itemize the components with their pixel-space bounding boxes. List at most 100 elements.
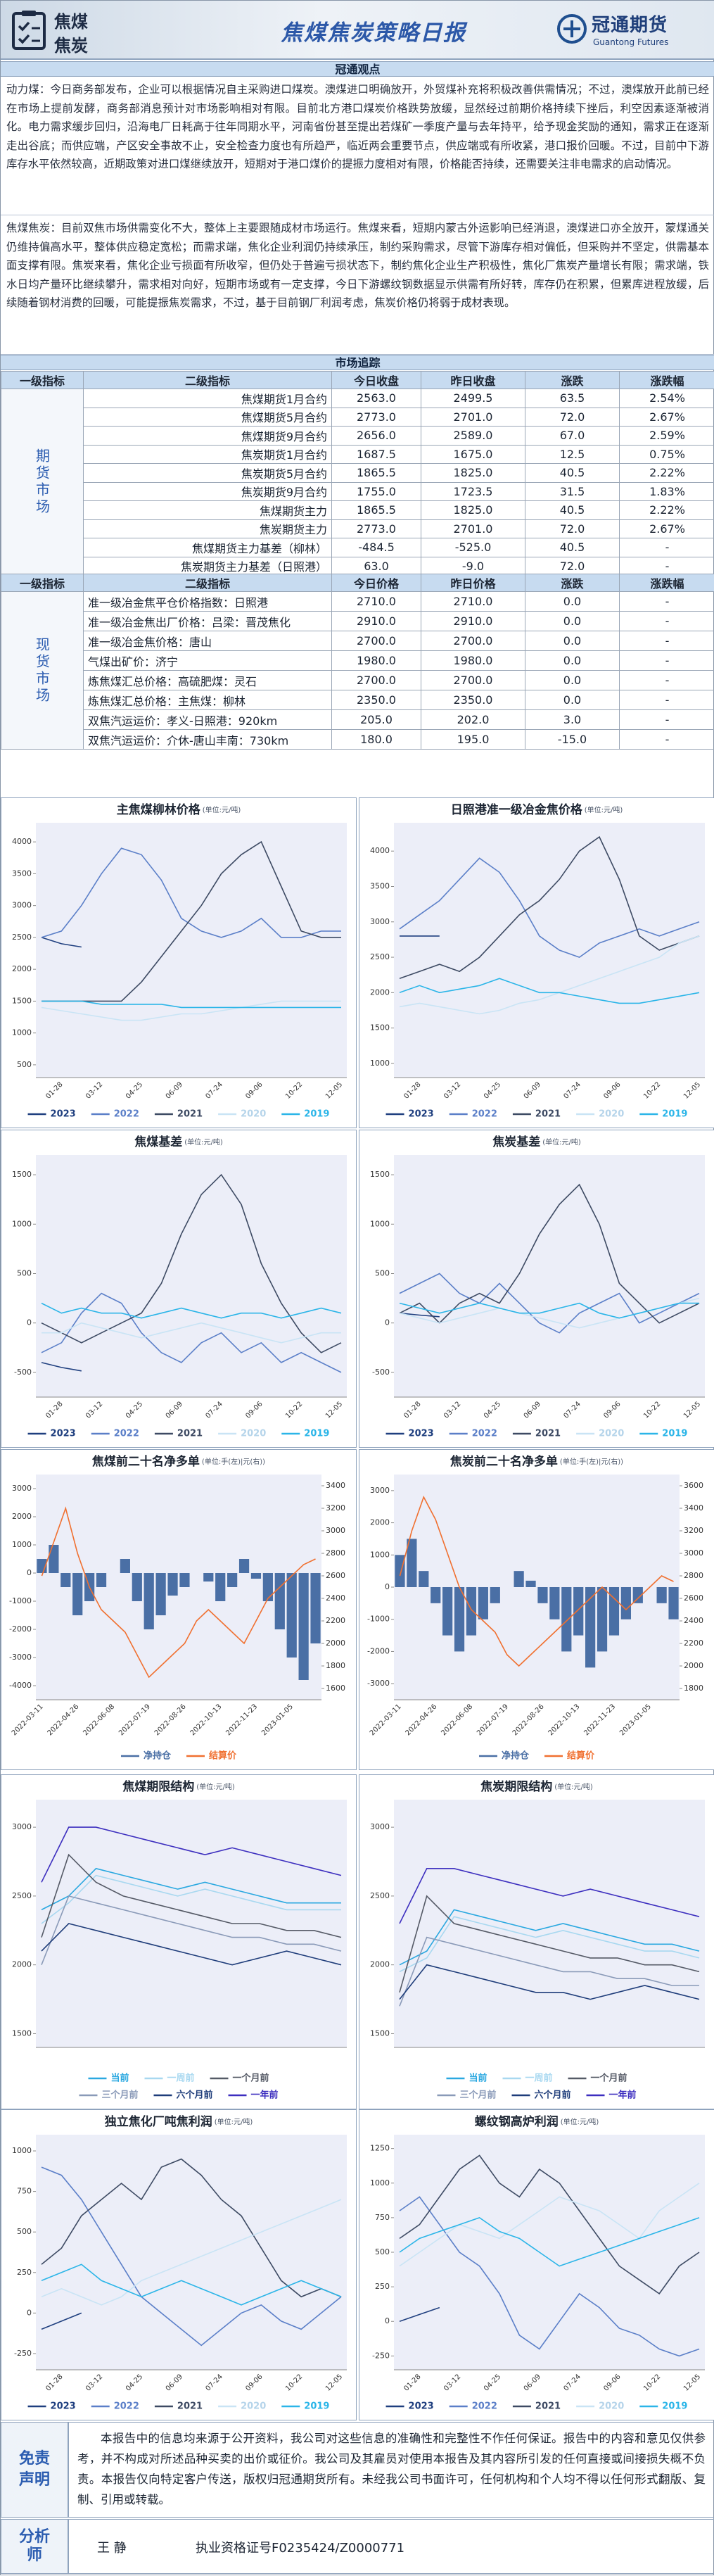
y-tick-label: -500 [372,1368,390,1377]
indicator-name: 准一级冶金焦平仓价格指数：日照港 [84,592,332,612]
y2-tick-label: 2400 [326,1593,345,1603]
y2-tick-label: 2000 [684,1661,703,1670]
y-tick-label: 250 [17,2268,32,2277]
chart-title: 日照港准一级冶金焦价格(单位:元/吨) [451,802,623,817]
y-tick-label: 2000 [370,987,390,997]
series-line [42,1323,341,1343]
x-tick-label: 10-22 [284,2373,304,2392]
x-tick-label: 01-28 [44,2373,64,2392]
legend-label: 2023 [51,2401,76,2412]
legend-label: 2022 [114,1429,139,1439]
value-cell: 195.0 [421,730,525,750]
value-cell: 1723.5 [421,482,525,501]
analyst-label-box: 分析师 [1,2519,68,2574]
legend-label: 2023 [51,1109,76,1120]
value-cell: 0.0 [525,592,620,612]
x-tick-label: 03-12 [442,1080,462,1100]
analyst-license: 执业资格证号F0235424/Z0000771 [196,2538,404,2556]
y-tick-label: 2500 [12,1891,32,1900]
column-header: 一级指标 [1,574,84,592]
title-unit: (单位:元/吨) [184,1137,223,1147]
indicator-name: 焦煤期货9月合约 [84,427,332,446]
value-cell: 40.5 [525,538,620,557]
x-tick-label: 04-25 [125,1400,144,1420]
bar [144,1573,154,1629]
chart-title: 焦炭期限结构(单位:元/吨) [480,1779,593,1794]
bar [549,1587,559,1620]
value-cell: 2700.0 [421,671,525,690]
series-line [42,1827,341,1882]
legend-label: 2023 [409,2401,434,2412]
series-line [400,858,699,957]
y-tick-label: 3000 [370,917,390,926]
x-tick-label: 2022-10-13 [547,1703,582,1737]
x-tick-label: 03-12 [84,1400,104,1420]
y-tick-label: 3500 [370,882,390,891]
value-cell: 2.67% [620,519,714,538]
bar [633,1587,643,1603]
legend-label: 一年前 [251,2090,279,2101]
y-tick-label: 1000 [370,2178,390,2187]
chart-frame [1,1130,357,1448]
column-header: 二级指标 [84,574,332,592]
value-cell: 2773.0 [332,519,421,538]
legend: 当前一周前一个月前 [88,2073,269,2084]
value-cell: - [620,612,714,631]
series-line [400,1965,699,2000]
y2-tick-label: 2400 [684,1616,703,1625]
legend-label: 2022 [114,2401,139,2412]
value-cell: 2350.0 [421,690,525,710]
y-tick-label: 1000 [370,1059,390,1068]
series-line [400,978,699,1003]
y-tick-label: -3000 [9,1653,32,1662]
indicator-name: 焦炭期货9月合约 [84,482,332,501]
bar [431,1587,440,1603]
x-tick-label: 07-24 [563,1400,582,1420]
y-tick-label: 1000 [12,2146,32,2155]
chart: 日照港准一级冶金焦价格(单位:元/吨)100015002000250030003… [359,797,714,1128]
series-line [42,2159,341,2297]
value-cell: 72.0 [525,519,620,538]
legend-label: 2020 [241,2401,266,2412]
chart-title: 焦炭基差(单位:元/吨) [492,1135,581,1149]
y-tick-label: 1000 [12,1540,32,1549]
indicator-name: 焦煤期货1月合约 [84,389,332,408]
section-heading: 市场追踪 [1,355,714,370]
disclaimer-label: 免责声明 [19,2449,50,2491]
legend-label: 一个月前 [233,2073,269,2084]
y-tick-label: 1000 [12,1219,32,1228]
legend-label: 2021 [535,2401,561,2412]
legend-label: 2019 [662,2401,687,2412]
x-tick-label: 2022-04-26 [46,1703,81,1737]
y-tick-label: 1250 [370,2144,390,2153]
x-tick-label: 07-24 [205,1080,224,1100]
value-cell: 2773.0 [332,408,421,427]
value-cell: 0.0 [525,690,620,710]
analyst-name: 王 静 [97,2538,127,2556]
series-line [42,1294,341,1372]
series-line [400,1185,699,1323]
x-tick-label: 07-24 [205,1400,224,1420]
x-tick-label: 03-12 [84,1080,104,1100]
y2-tick-label: 3000 [326,1526,345,1535]
x-tick-label: 04-25 [483,1400,502,1420]
x-tick-label: 07-24 [205,2373,224,2392]
y-tick-label: 1500 [12,996,32,1005]
bar [478,1587,488,1620]
legend: 当前一周前一个月前 [446,2073,627,2084]
indicator-name: 焦煤期货主力 [84,501,332,520]
x-tick-label: 2023-01-05 [260,1703,295,1737]
legend-label: 2019 [662,1429,687,1439]
value-cell: 1980.0 [332,651,421,671]
y-tick-label: -1000 [9,1596,32,1605]
chart-frame [359,2110,714,2420]
title-text: 焦煤期限结构 [122,1779,194,1794]
y-tick-label: 2000 [12,1512,32,1521]
